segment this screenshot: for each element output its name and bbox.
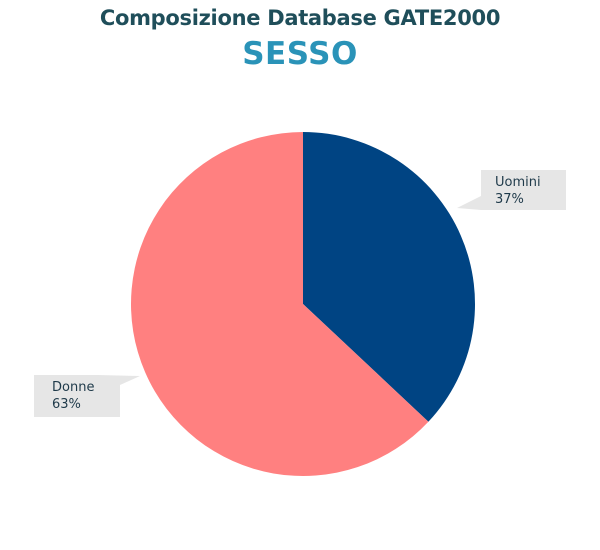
callout-box bbox=[457, 170, 566, 210]
callout-box bbox=[34, 375, 140, 417]
slice-value-label: 63% bbox=[52, 397, 81, 412]
callout-donne: Donne 63% bbox=[34, 375, 140, 417]
slice-label: Donne bbox=[52, 380, 94, 395]
chart-title: Composizione Database GATE2000 bbox=[99, 6, 501, 30]
chart-subtitle: SESSO bbox=[242, 36, 358, 72]
pie-slice-donne bbox=[131, 132, 429, 476]
slice-label: Uomini bbox=[495, 175, 541, 190]
callout-uomini: Uomini 37% bbox=[457, 170, 566, 210]
slice-value-label: 37% bbox=[495, 192, 524, 207]
pie-slice-uomini bbox=[303, 132, 475, 422]
